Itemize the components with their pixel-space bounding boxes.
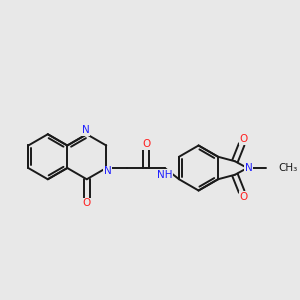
Text: N: N bbox=[244, 163, 252, 173]
Text: N: N bbox=[82, 125, 89, 135]
Text: CH₃: CH₃ bbox=[279, 163, 298, 173]
Text: NH: NH bbox=[157, 170, 172, 180]
Text: N: N bbox=[103, 167, 111, 176]
Text: O: O bbox=[240, 134, 248, 144]
Text: O: O bbox=[82, 198, 91, 208]
Text: O: O bbox=[240, 192, 248, 202]
Text: O: O bbox=[143, 140, 151, 149]
